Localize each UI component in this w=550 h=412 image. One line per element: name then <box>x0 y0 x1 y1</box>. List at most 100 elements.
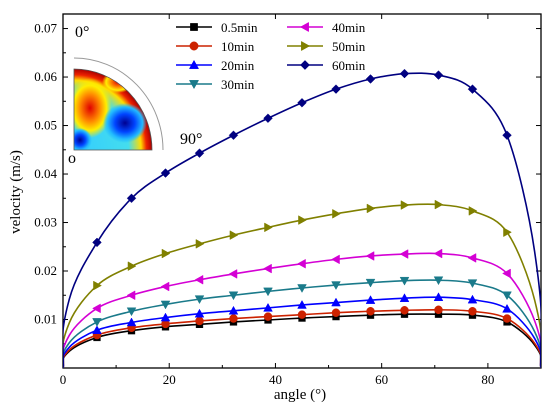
x-tick-label: 60 <box>375 372 388 387</box>
data-point <box>297 97 307 108</box>
y-tick-label: 0.07 <box>34 21 57 36</box>
data-point <box>297 284 307 293</box>
y-tick-label: 0.05 <box>34 118 57 133</box>
series-0.5min <box>63 310 541 368</box>
legend-item: 10min <box>176 39 255 54</box>
inset-border <box>73 68 153 151</box>
series-10min <box>63 305 541 368</box>
inset-label-top: 0° <box>75 24 89 41</box>
data-point <box>92 237 102 248</box>
x-tick-label: 40 <box>269 372 282 387</box>
data-point <box>365 251 375 261</box>
data-point <box>467 279 478 289</box>
data-point <box>194 308 205 318</box>
inset-outer-arc <box>73 57 164 151</box>
legend-item: 50min <box>287 39 366 54</box>
data-point <box>366 203 376 214</box>
data-point <box>160 168 171 178</box>
data-point <box>467 84 478 94</box>
data-point <box>194 148 205 158</box>
legend-marker <box>300 60 310 70</box>
data-point <box>331 84 341 94</box>
data-point <box>400 306 409 315</box>
data-point <box>502 303 512 313</box>
legend-label: 30min <box>221 77 255 92</box>
axis-ticks: 0 20 40 60 80 0.01 0.02 0.03 0.04 0.05 0.06 0.07 <box>34 14 541 387</box>
data-point <box>228 305 239 315</box>
inset-label-origin: o <box>68 150 76 167</box>
data-point <box>160 312 171 322</box>
legend-marker <box>190 23 198 31</box>
data-point <box>126 307 137 317</box>
data-point <box>263 302 273 312</box>
data-point <box>195 316 204 326</box>
data-point <box>399 249 409 259</box>
x-tick-label: 80 <box>481 372 494 387</box>
legend-marker <box>188 59 200 69</box>
data-point <box>195 239 205 249</box>
data-point <box>229 314 238 323</box>
data-point <box>194 295 205 305</box>
data-point <box>331 297 341 307</box>
legend-marker <box>301 40 311 52</box>
data-point <box>433 70 444 80</box>
data-point <box>331 254 340 265</box>
legend-marker <box>299 21 309 33</box>
data-point <box>229 230 239 240</box>
data-point <box>263 312 273 321</box>
series-20min <box>63 292 541 368</box>
data-point <box>366 307 375 316</box>
data-point <box>126 193 137 204</box>
data-point <box>399 68 410 79</box>
legend: 0.5min 10min 20min 30min 40min 50min 60min <box>176 20 366 92</box>
legend-label: 50min <box>332 39 366 54</box>
series-50min <box>63 199 541 368</box>
data-point <box>468 206 478 216</box>
legend-marker <box>188 80 200 90</box>
series-layer <box>63 68 541 368</box>
legend-label: 40min <box>332 20 366 35</box>
data-point <box>467 294 478 304</box>
data-point <box>502 268 511 279</box>
legend-label: 0.5min <box>221 20 258 35</box>
x-axis-label: angle (°) <box>274 387 326 403</box>
x-tick-label: 0 <box>60 372 67 387</box>
x-tick-label: 20 <box>163 372 176 387</box>
data-point <box>92 325 102 334</box>
data-point <box>228 130 239 140</box>
data-point <box>331 281 341 290</box>
legend-item: 30min <box>176 77 255 92</box>
data-point <box>298 215 307 225</box>
legend-item: 40min <box>287 20 366 35</box>
plot-frame <box>62 13 542 369</box>
data-point <box>502 291 512 301</box>
data-point <box>126 317 137 327</box>
data-point <box>502 130 512 140</box>
data-point <box>160 300 171 310</box>
data-point <box>468 307 477 316</box>
data-point <box>297 258 306 269</box>
data-point <box>161 248 171 259</box>
data-point <box>126 290 136 301</box>
data-point <box>297 300 307 309</box>
data-point <box>502 314 512 323</box>
y-tick-label: 0.01 <box>34 312 57 327</box>
data-point <box>332 208 341 219</box>
data-point <box>264 222 273 233</box>
data-point <box>228 269 238 279</box>
y-tick-label: 0.06 <box>34 69 57 84</box>
data-point <box>433 276 444 286</box>
data-point <box>297 310 307 319</box>
data-point <box>434 305 443 315</box>
series-30min <box>63 276 541 368</box>
legend-item: 0.5min <box>176 20 258 35</box>
data-point <box>92 303 101 314</box>
legend-item: 20min <box>176 58 255 73</box>
data-point <box>467 253 477 263</box>
legend-label: 10min <box>221 39 255 54</box>
y-tick-label: 0.04 <box>34 166 57 181</box>
data-point <box>503 227 512 238</box>
series-60min <box>63 68 541 368</box>
data-point <box>263 113 273 124</box>
